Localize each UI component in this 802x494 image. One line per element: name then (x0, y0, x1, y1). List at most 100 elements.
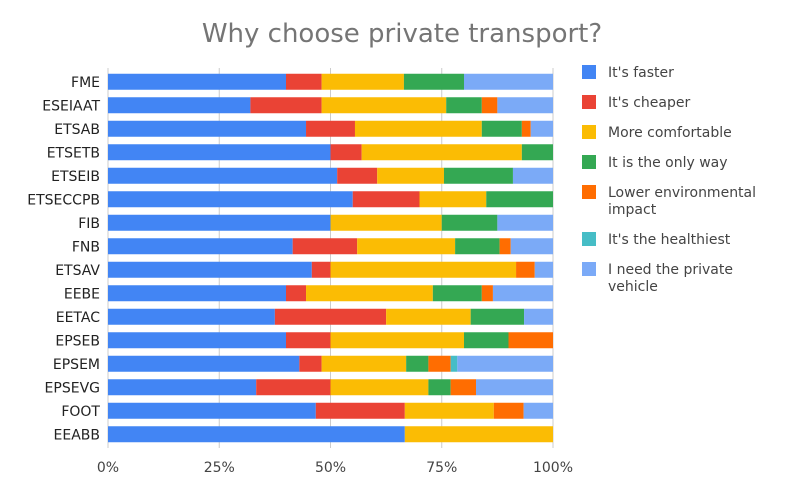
bar-segment (306, 120, 355, 137)
bar-segment (286, 285, 307, 302)
bar-segment (108, 285, 286, 302)
legend-label: I need the private vehicle (608, 262, 733, 295)
bar-segment (499, 238, 511, 255)
bar-segment (337, 167, 378, 184)
category-label: EPSEVG (45, 380, 100, 396)
legend-label: It is the only way (608, 155, 728, 171)
category-label: FIB (78, 216, 100, 232)
bar-segment (108, 379, 257, 396)
bar-segment (108, 402, 316, 419)
bar-segment (476, 379, 553, 396)
legend-swatch (582, 262, 596, 276)
chart-title: Why choose private transport? (202, 19, 602, 49)
bar-segment (330, 332, 464, 349)
category-label: EEBE (64, 286, 100, 302)
bar-segment (481, 97, 498, 114)
bar-segment (299, 355, 322, 372)
category-label: FNB (72, 239, 100, 255)
bar-segment (108, 191, 353, 208)
bar-segment (432, 285, 482, 302)
category-label: ETSEIB (51, 169, 100, 185)
bar-segment (321, 355, 407, 372)
bar-segment (492, 285, 553, 302)
legend-label: It's faster (608, 65, 674, 81)
bar-segment (404, 426, 553, 443)
category-label: EPSEM (53, 357, 100, 373)
bar-segment (497, 214, 553, 231)
bar-segment (406, 355, 429, 372)
bar-segment (250, 97, 322, 114)
bar-segment (108, 238, 293, 255)
bar-segment (274, 308, 387, 325)
bar-segment (428, 355, 451, 372)
category-label: ESEIAAT (42, 98, 100, 114)
x-tick-label: 0% (97, 460, 119, 476)
category-label: ETSAB (54, 122, 100, 138)
bar-segment (464, 332, 509, 349)
legend-label: More comfortable (608, 125, 732, 141)
category-label: ETSECCPB (27, 192, 100, 208)
bar-segment (330, 261, 517, 278)
bar-segment (286, 73, 322, 90)
bar-segment (357, 238, 456, 255)
bar-segment (512, 167, 553, 184)
bar-segment (441, 214, 498, 231)
legend-label: Lower environmental impact (608, 185, 756, 218)
bar-segment (108, 167, 338, 184)
bar-segment (108, 355, 300, 372)
bar-segment (450, 355, 458, 372)
bar-segment (481, 285, 493, 302)
bar-segment (530, 120, 553, 137)
bar-segment (404, 402, 494, 419)
bar-segment (361, 144, 522, 161)
legend-label: It's cheaper (608, 95, 690, 111)
bar-segment (457, 355, 553, 372)
bar-segment (470, 308, 525, 325)
bar-segment (403, 73, 464, 90)
bar-segment (321, 73, 404, 90)
legend-swatch (582, 95, 596, 109)
category-label: FME (71, 75, 100, 91)
bar-segment (330, 144, 362, 161)
bar-segment (493, 402, 524, 419)
bar-segment (108, 144, 331, 161)
bar-segment (330, 379, 429, 396)
legend-swatch (582, 155, 596, 169)
category-labels: FME ESEIAAT ETSAB ETSETB ETSEIB ETSECCPB FIB FN… (27, 75, 100, 444)
legend-swatch (582, 125, 596, 139)
bar-segment (419, 191, 487, 208)
x-tick-label: 25% (204, 460, 235, 476)
category-label: EETAC (56, 310, 100, 326)
bar-segment (534, 261, 553, 278)
bar-segment (108, 332, 286, 349)
x-tick-label: 75% (426, 460, 457, 476)
bar-segment (521, 144, 553, 161)
bar-segment (108, 73, 286, 90)
bar-segment (108, 214, 331, 231)
bar-segment (386, 308, 471, 325)
category-label: ETSAV (55, 263, 100, 279)
bar-segment (108, 261, 312, 278)
bar-segment (481, 120, 522, 137)
bar-segment (523, 402, 553, 419)
bar-segment (321, 97, 447, 114)
bar-segment (108, 97, 251, 114)
legend-swatch (582, 232, 596, 246)
bar-segment (311, 261, 331, 278)
bar-segment (108, 426, 405, 443)
bar-segment (464, 73, 553, 90)
bar-segment (315, 402, 405, 419)
bar-segment (286, 332, 331, 349)
bar-segment (486, 191, 553, 208)
bar-segment (450, 379, 477, 396)
bar-segment (524, 308, 553, 325)
legend-swatch (582, 185, 596, 199)
bars (108, 73, 553, 443)
x-tick-label: 100% (533, 460, 573, 476)
bar-segment (292, 238, 358, 255)
bar-segment (443, 167, 513, 184)
bar-segment (510, 238, 553, 255)
x-axis-ticks: 0% 25% 50% 75% 100% (97, 460, 573, 476)
bar-segment (521, 120, 531, 137)
